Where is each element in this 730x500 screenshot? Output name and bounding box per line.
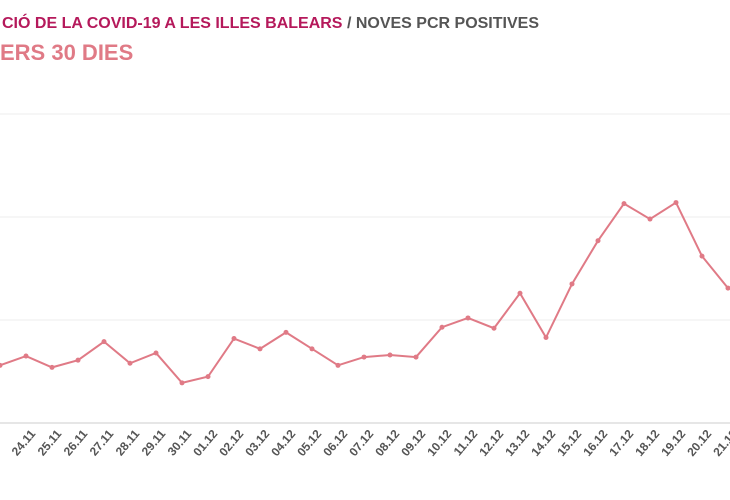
- x-tick-label: 26.11: [61, 427, 91, 459]
- point: [517, 290, 523, 296]
- x-tick-label: 04.12: [268, 427, 298, 459]
- x-tick-label: 13.12: [502, 427, 532, 459]
- point: [699, 253, 705, 259]
- point: [205, 374, 211, 380]
- x-tick-label: 06.12: [320, 427, 350, 459]
- point: [179, 380, 185, 386]
- x-tick-label: 21.12: [710, 427, 730, 459]
- x-tick-label: 03.12: [242, 427, 272, 459]
- point: [257, 346, 263, 352]
- x-tick-label: 16.12: [580, 427, 610, 459]
- point: [725, 285, 730, 291]
- x-tick-label: 28.11: [113, 427, 143, 459]
- title-main: CIÓ DE LA COVID-19 A LES ILLES BALEARS: [2, 13, 343, 32]
- point: [361, 354, 367, 360]
- point: [647, 216, 653, 222]
- point: [595, 238, 601, 244]
- point: [283, 329, 289, 335]
- point: [491, 325, 497, 331]
- x-tick-label: 20.12: [684, 427, 714, 459]
- x-tick-label: 07.12: [346, 427, 376, 459]
- x-tick-label: 11.12: [451, 427, 481, 459]
- point: [101, 339, 107, 345]
- point: [23, 353, 29, 359]
- point: [413, 354, 419, 360]
- x-tick-label: 01.12: [190, 427, 220, 459]
- point: [75, 357, 81, 363]
- point: [673, 200, 679, 206]
- x-tick-label: 09.12: [398, 427, 428, 459]
- point: [543, 335, 549, 341]
- point: [621, 201, 627, 207]
- chart-title: CIÓ DE LA COVID-19 A LES ILLES BALEARS /…: [2, 13, 539, 32]
- x-tick-label: 17.12: [606, 427, 636, 459]
- x-tick-label: 29.11: [139, 427, 169, 459]
- x-tick-label: 19.12: [658, 427, 688, 459]
- point: [439, 324, 445, 330]
- point: [309, 346, 315, 352]
- point: [127, 360, 133, 366]
- point: [231, 336, 237, 342]
- point: [153, 350, 159, 356]
- x-tick-label: 27.11: [87, 427, 117, 459]
- point: [465, 315, 471, 321]
- title-suffix: / NOVES PCR POSITIVES: [347, 15, 539, 32]
- x-tick-label: 02.12: [216, 427, 246, 459]
- x-tick-label: 15.12: [554, 427, 584, 459]
- point: [49, 364, 55, 370]
- x-tick-label: 25.11: [35, 427, 65, 459]
- point: [335, 362, 341, 368]
- x-tick-label: 24.11: [9, 427, 39, 459]
- x-tick-label: 08.12: [372, 427, 402, 459]
- chart-subtitle: ERS 30 DIES: [0, 40, 133, 65]
- x-tick-label: 14.12: [528, 427, 558, 459]
- point: [569, 281, 575, 287]
- x-tick-label: 05.12: [294, 427, 324, 459]
- point: [387, 352, 393, 358]
- x-tick-label: 10.12: [424, 427, 454, 459]
- x-tick-label: 18.12: [632, 427, 662, 459]
- x-tick-label: 30.11: [165, 427, 195, 459]
- x-tick-label: 12.12: [476, 427, 506, 459]
- point: [0, 362, 3, 368]
